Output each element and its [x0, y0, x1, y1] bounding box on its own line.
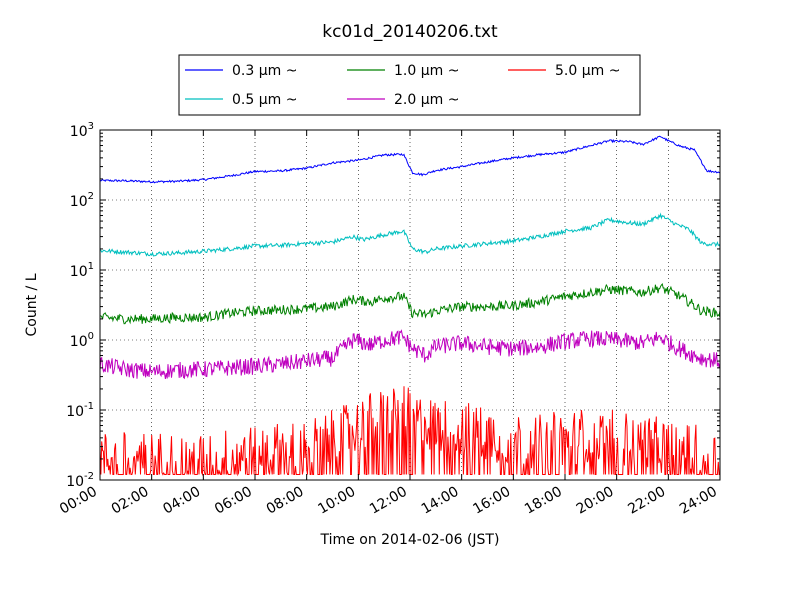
grid-lines	[100, 130, 720, 480]
y-axis-label: Count / L	[24, 273, 40, 336]
x-tick-label: 18:00	[522, 484, 565, 518]
y-tick-label: 103	[70, 121, 94, 140]
x-tick-label: 22:00	[625, 484, 668, 518]
x-tick-label: 06:00	[212, 484, 255, 518]
legend-label: 0.5 μm ~	[232, 92, 297, 108]
chart-title: kc01d_20140206.txt	[322, 22, 498, 42]
series-line-1	[99, 135, 721, 184]
y-tick-label: 10-2	[66, 471, 94, 490]
x-tick-label: 04:00	[160, 484, 203, 518]
y-tick-label: 10-1	[66, 401, 94, 420]
series-line-2	[99, 212, 721, 257]
legend-label: 5.0 μm ~	[555, 63, 620, 79]
legend-label: 2.0 μm ~	[394, 92, 459, 108]
x-tick-label: 24:00	[677, 484, 720, 518]
series-lines	[99, 135, 721, 477]
x-tick-label: 12:00	[367, 484, 410, 518]
series-line-4	[99, 329, 721, 380]
legend-label: 1.0 μm ~	[394, 63, 459, 79]
x-tick-label: 14:00	[419, 484, 462, 518]
legend: 0.3 μm ~ 0.5 μm ~ 1.0 μm ~ 2.0 μm ~ 5.0 μm ~	[178, 54, 641, 116]
y-tick-label: 101	[70, 261, 94, 280]
x-axis-label: Time on 2014-02-06 (JST)	[320, 532, 500, 548]
series-line-5	[99, 386, 720, 477]
y-axis-ticks: 10-2 10-1 100 101 102 103	[66, 121, 720, 490]
x-tick-label: 20:00	[574, 484, 617, 518]
x-tick-label: 02:00	[109, 484, 152, 518]
legend-box	[178, 54, 641, 116]
x-tick-label: 10:00	[315, 484, 358, 518]
x-tick-label: 08:00	[264, 484, 307, 518]
y-tick-label: 100	[70, 331, 94, 350]
y-tick-label: 102	[70, 191, 94, 210]
x-tick-label: 16:00	[470, 484, 513, 518]
legend-label: 0.3 μm ~	[232, 63, 297, 79]
series-line-3	[99, 283, 721, 325]
